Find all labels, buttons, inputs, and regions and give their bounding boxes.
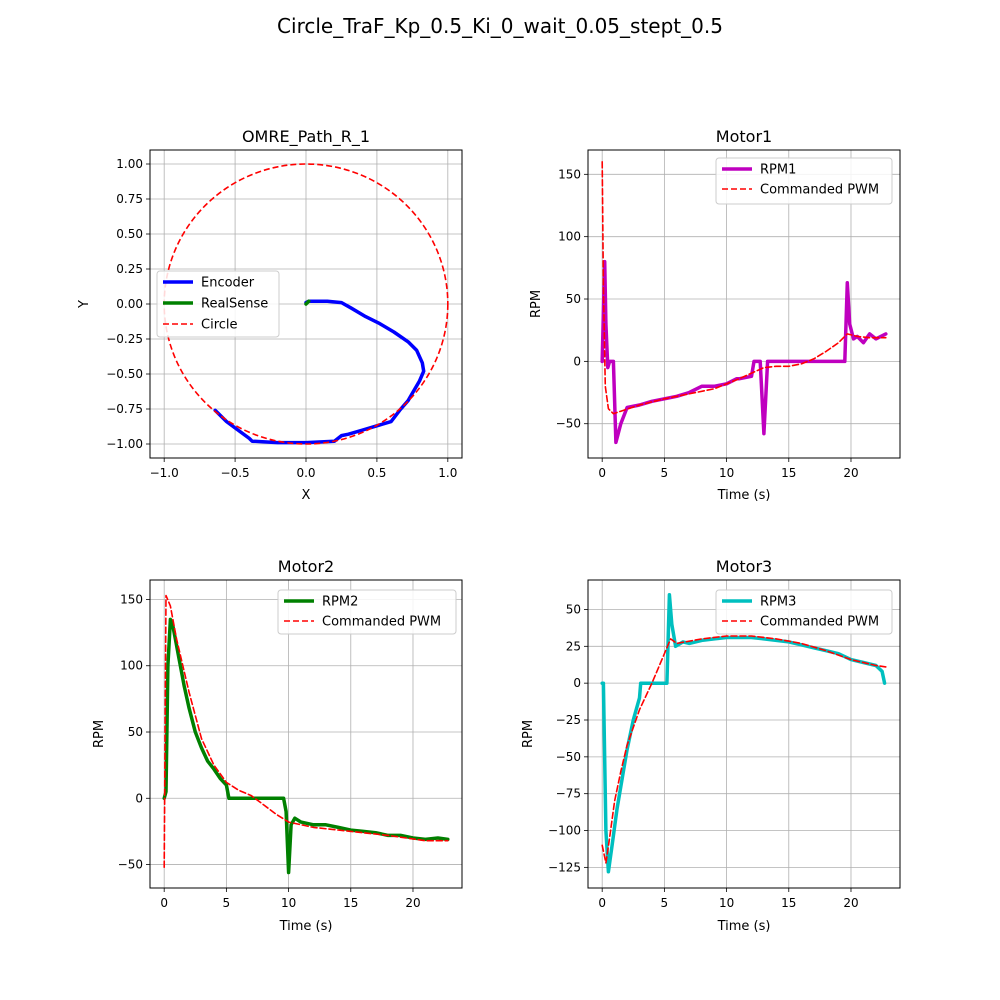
chart-motor1-series-1-line — [601, 161, 887, 415]
chart-motor2-panel: Motor2 0 5 10 15 20 150 100 50 0 −50 RPM2 Commanded… — [92, 557, 463, 934]
chart-motor3-ytick-label: −100 — [548, 824, 581, 838]
figure-title: Circle_TraF_Kp_0.5_Ki_0_wait_0.05_stept_… — [277, 14, 723, 38]
chart-motor2-xlabel: Time (s) — [279, 919, 333, 934]
chart-path-ytick-label: 1.00 — [116, 157, 143, 171]
chart-motor3-ytick-label: −25 — [556, 713, 581, 727]
chart-motor3-ytick-label: −50 — [556, 750, 581, 764]
chart-motor1-ytick-label: 50 — [566, 292, 581, 306]
chart-motor3-ylabel: RPM — [521, 720, 536, 748]
chart-path-series-0-line — [213, 299, 426, 445]
chart-motor2-xtick-label: 20 — [405, 896, 420, 910]
chart-motor3-xtick-label: 10 — [719, 896, 734, 910]
chart-motor2-ytick-label: 150 — [120, 592, 143, 606]
chart-path-xtick-label: 0.0 — [296, 466, 315, 480]
chart-path-legend — [156, 270, 280, 338]
chart-motor2-ytick-label: 0 — [135, 791, 143, 805]
chart-motor3-legend-label: Commanded PWM — [760, 615, 879, 630]
chart-motor1-xlabel: Time (s) — [717, 488, 771, 503]
chart-motor2-legend — [277, 589, 457, 635]
chart-path-panel: OMRE_Path_R_1 −1.0 −0.5 0.0 0.5 1.0 1.00 0.75 0… — [77, 127, 463, 503]
chart-path-xtick-label: −1.0 — [150, 466, 179, 480]
chart-motor3-title: Motor3 — [716, 557, 772, 576]
chart-motor1-xtick-label: 10 — [719, 466, 734, 480]
chart-path-ytick-label: 0.75 — [116, 192, 143, 206]
chart-motor1-ytick-label: −50 — [556, 417, 581, 431]
chart-path-legend-label: Encoder — [201, 276, 255, 291]
chart-motor3-ytick-label: 50 — [566, 602, 581, 616]
chart-motor2-ytick-label: 100 — [120, 659, 143, 673]
chart-motor1-xtick-label: 0 — [598, 466, 606, 480]
chart-motor1-series-0-line — [600, 259, 888, 445]
chart-motor3-ytick-label: −75 — [556, 787, 581, 801]
chart-motor3-series-1-line — [601, 635, 887, 864]
chart-motor2-xtick-label: 0 — [160, 896, 168, 910]
chart-motor1-legend — [715, 157, 893, 205]
chart-motor1-frame — [587, 149, 901, 459]
chart-path-ytick-label: 0.50 — [116, 227, 143, 241]
chart-motor3-ytick-label: −125 — [548, 860, 581, 874]
chart-motor3-xlabel: Time (s) — [717, 919, 771, 934]
chart-path-ylabel: Y — [77, 300, 92, 309]
chart-motor3-ytick-label: 25 — [566, 639, 581, 653]
chart-motor2-xtick-label: 10 — [281, 896, 296, 910]
chart-path-xtick-label: 0.5 — [367, 466, 386, 480]
chart-motor1-ytick-label: 150 — [558, 167, 581, 181]
chart-motor3-ytick-label: 0 — [573, 676, 581, 690]
chart-path-ytick-label: −1.00 — [106, 437, 143, 451]
chart-path-ytick-label: −0.75 — [106, 402, 143, 416]
chart-motor2-xtick-label: 15 — [343, 896, 358, 910]
chart-motor3-panel: Motor3 0 5 10 15 20 50 25 0 −25 −50 −75 −100 −125 RPM… — [521, 557, 901, 934]
chart-path-ytick-label: 0.25 — [116, 262, 143, 276]
chart-motor1-legend-label: Commanded PWM — [760, 183, 879, 198]
chart-motor1-title: Motor1 — [716, 127, 772, 146]
chart-path-xtick-label: −0.5 — [221, 466, 250, 480]
chart-motor3-legend — [715, 589, 893, 635]
chart-motor2-frame — [149, 579, 463, 889]
chart-motor1-xtick-label: 15 — [781, 466, 796, 480]
chart-motor1-panel: Motor1 0 5 10 15 20 150 100 50 0 −50 RPM1 Commanded… — [529, 127, 901, 503]
chart-motor3-legend-label: RPM3 — [760, 595, 796, 610]
chart-motor2-ytick-label: −50 — [118, 858, 143, 872]
chart-path-ytick-label: −0.50 — [106, 367, 143, 381]
chart-path-legend-label: Circle — [201, 318, 238, 333]
chart-motor2-title: Motor2 — [278, 557, 334, 576]
chart-motor2-legend-label: RPM2 — [322, 595, 358, 610]
chart-path-legend-label: RealSense — [201, 297, 268, 312]
chart-motor1-ylabel: RPM — [529, 290, 544, 318]
chart-motor2-ytick-label: 50 — [128, 725, 143, 739]
chart-motor1-xtick-label: 5 — [661, 466, 669, 480]
chart-motor2-ylabel: RPM — [92, 720, 107, 748]
chart-motor2-series-1-line — [163, 594, 449, 869]
chart-motor3-xtick-label: 5 — [661, 896, 669, 910]
chart-path-frame — [149, 149, 463, 459]
chart-motor2-legend-label: Commanded PWM — [322, 615, 441, 630]
chart-motor1-ytick-label: 0 — [573, 354, 581, 368]
chart-motor3-xtick-label: 20 — [843, 896, 858, 910]
chart-path-ytick-label: 0.00 — [116, 297, 143, 311]
chart-motor3-xtick-label: 15 — [781, 896, 796, 910]
chart-motor1-legend-label: RPM1 — [760, 163, 796, 178]
chart-motor1-ytick-label: 100 — [558, 230, 581, 244]
chart-motor3-xtick-label: 0 — [598, 896, 606, 910]
chart-motor1-xtick-label: 20 — [843, 466, 858, 480]
chart-path-xtick-label: 1.0 — [438, 466, 457, 480]
chart-path-series-1-line — [304, 299, 311, 306]
chart-motor3-frame — [587, 579, 901, 889]
chart-motor2-xtick-label: 5 — [223, 896, 231, 910]
chart-path-ytick-label: −0.25 — [106, 332, 143, 346]
chart-motor2-series-0-line — [162, 617, 450, 875]
chart-path-title: OMRE_Path_R_1 — [242, 127, 370, 147]
chart-path-xlabel: X — [302, 488, 311, 503]
